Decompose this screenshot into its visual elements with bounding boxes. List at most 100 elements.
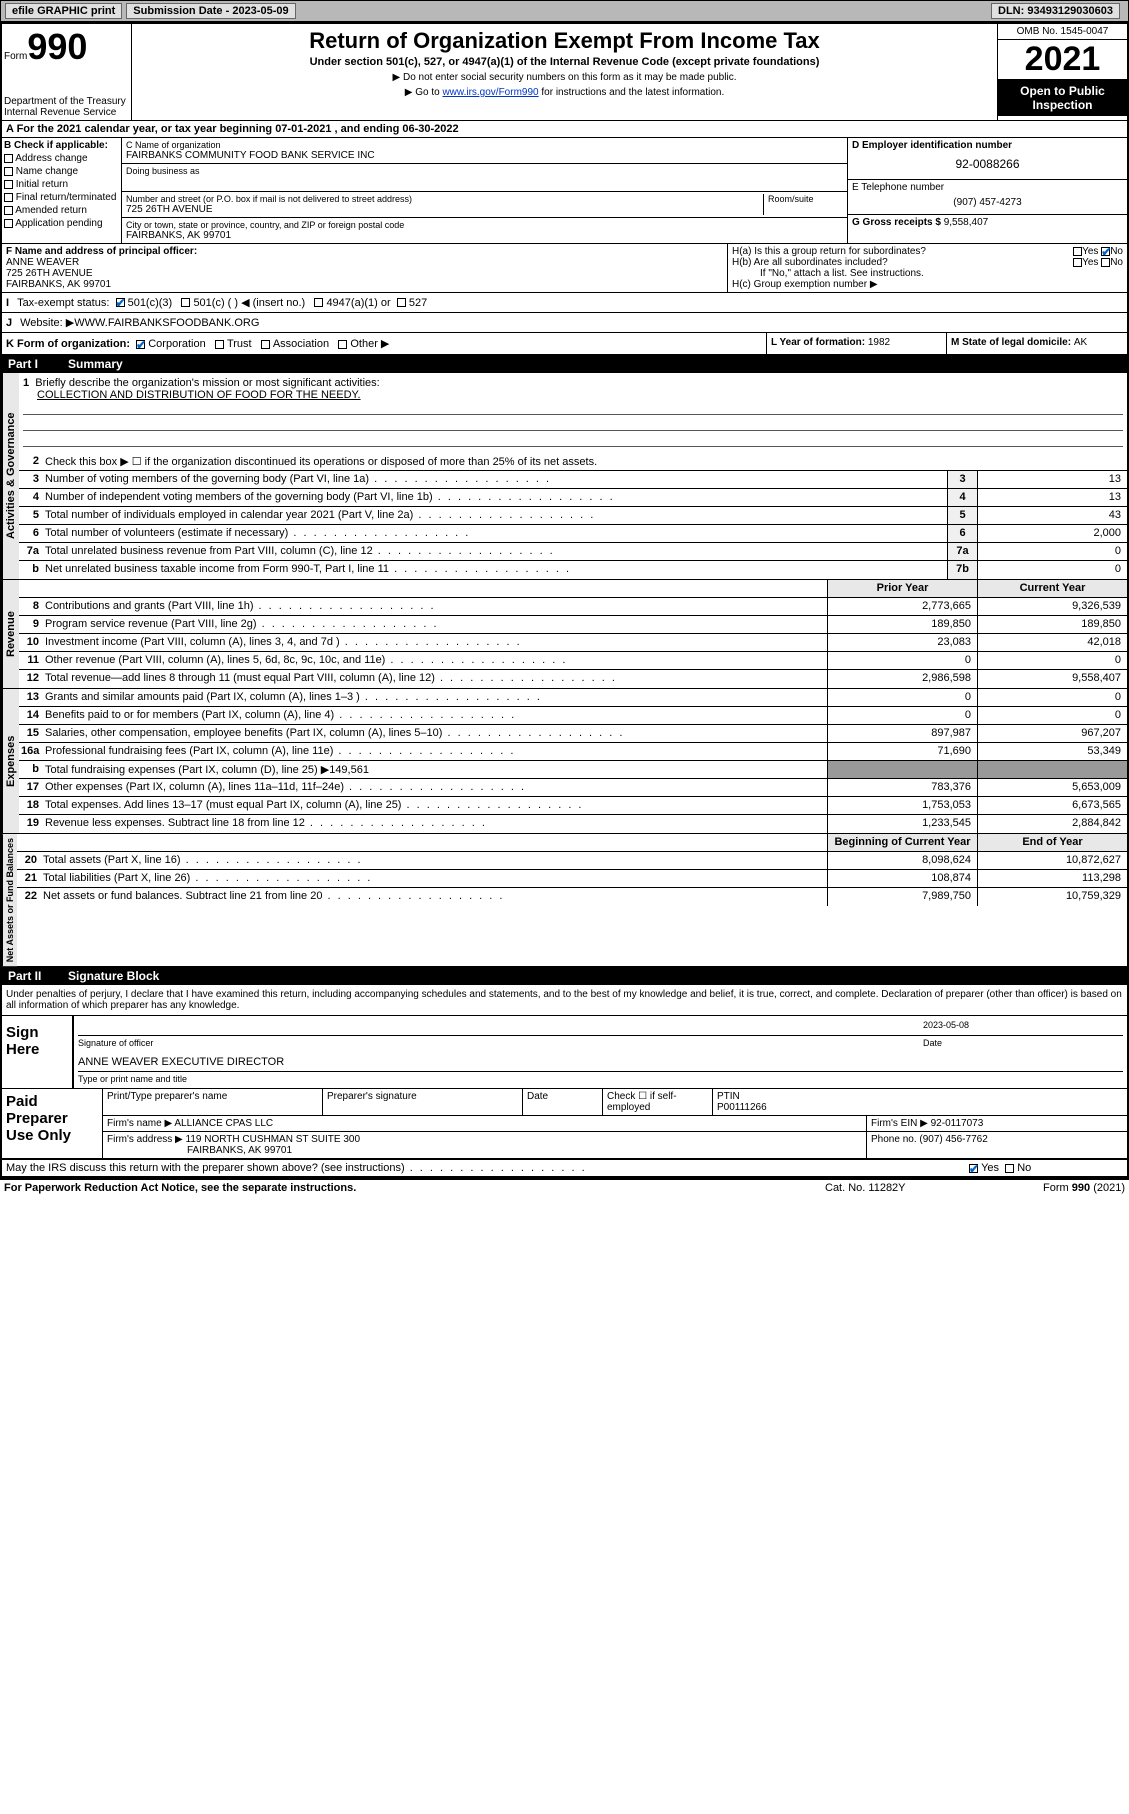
net-line-20: 20 Total assets (Part X, line 16) 8,098,…	[17, 852, 1127, 870]
l1-desc: Briefly describe the organization's miss…	[35, 377, 379, 389]
hb-no[interactable]	[1101, 258, 1110, 267]
may-discuss-row: May the IRS discuss this return with the…	[2, 1160, 1127, 1178]
chk-address[interactable]	[4, 154, 13, 163]
year-formation: 1982	[868, 337, 890, 348]
sig-date-label: Date	[923, 1038, 1123, 1048]
efile-btn[interactable]: efile GRAPHIC print	[5, 3, 122, 19]
col-b-checkboxes: B Check if applicable: Address change Na…	[2, 138, 122, 243]
i-label: I	[6, 297, 9, 309]
street-address: 725 26TH AVENUE	[126, 204, 763, 215]
chk-527[interactable]	[397, 298, 406, 307]
section-net-assets: Net Assets or Fund Balances Beginning of…	[2, 834, 1127, 967]
officer-addr2: FAIRBANKS, AK 99701	[6, 279, 723, 290]
firm-addr1: 119 NORTH CUSHMAN ST SUITE 300	[186, 1134, 361, 1145]
rev-line-9: 9 Program service revenue (Part VIII, li…	[19, 616, 1127, 634]
row-klm: K Form of organization: Corporation Trus…	[2, 333, 1127, 355]
sig-intro: Under penalties of perjury, I declare th…	[2, 985, 1127, 1016]
chk-final[interactable]	[4, 193, 13, 202]
sig-date: 2023-05-08	[923, 1020, 1123, 1035]
rev-header-row: Prior Year Current Year	[19, 580, 1127, 598]
ha-no[interactable]	[1101, 247, 1110, 256]
chk-assoc[interactable]	[261, 340, 270, 349]
prep-sig-header: Preparer's signature	[323, 1089, 523, 1115]
section-expenses: Expenses 13 Grants and similar amounts p…	[2, 689, 1127, 834]
col-c: C Name of organization FAIRBANKS COMMUNI…	[122, 138, 847, 243]
state-domicile: AK	[1074, 337, 1087, 348]
exp-line-19: 19 Revenue less expenses. Subtract line …	[19, 815, 1127, 833]
firm-ein: 92-0117073	[931, 1118, 984, 1129]
net-line-22: 22 Net assets or fund balances. Subtract…	[17, 888, 1127, 906]
part-ii-header: Part IISignature Block	[2, 967, 1127, 985]
exp-line-17: 17 Other expenses (Part IX, column (A), …	[19, 779, 1127, 797]
exp-line-13: 13 Grants and similar amounts paid (Part…	[19, 689, 1127, 707]
chk-amended[interactable]	[4, 206, 13, 215]
end-year-header: End of Year	[977, 834, 1127, 851]
exp-line-18: 18 Total expenses. Add lines 13–17 (must…	[19, 797, 1127, 815]
type-name-label: Type or print name and title	[78, 1074, 1123, 1084]
chk-other[interactable]	[338, 340, 347, 349]
sign-here-label: Sign Here	[2, 1016, 72, 1088]
gov-line-4: 4 Number of independent voting members o…	[19, 489, 1127, 507]
hb-note: If "No," attach a list. See instructions…	[732, 268, 1123, 279]
firm-phone: (907) 456-7762	[919, 1134, 987, 1145]
chk-corp[interactable]	[136, 340, 145, 349]
may-discuss-text: May the IRS discuss this return with the…	[6, 1162, 405, 1174]
k-label: K Form of organization:	[6, 338, 130, 350]
e-label: E Telephone number	[852, 182, 1123, 193]
prep-selfemp: Check ☐ if self-employed	[603, 1089, 713, 1115]
officer-name: ANNE WEAVER	[6, 257, 723, 268]
tax-year: 2021	[998, 40, 1127, 80]
part-i-header: Part ISummary	[2, 355, 1127, 373]
chk-trust[interactable]	[215, 340, 224, 349]
may-yes[interactable]	[969, 1164, 978, 1173]
ein-value: 92-0088266	[852, 151, 1123, 177]
room-label: Room/suite	[768, 194, 814, 204]
chk-501c3[interactable]	[116, 298, 125, 307]
footer-right: Form 990 (2021)	[975, 1182, 1125, 1194]
phone-value: (907) 457-4273	[852, 193, 1123, 212]
omb-number: OMB No. 1545-0047	[998, 24, 1127, 40]
chk-pending[interactable]	[4, 219, 13, 228]
section-f-h: F Name and address of principal officer:…	[2, 244, 1127, 293]
chk-name[interactable]	[4, 167, 13, 176]
note-ssn: ▶ Do not enter social security numbers o…	[136, 72, 993, 83]
preparer-row: Paid Preparer Use Only Print/Type prepar…	[2, 1089, 1127, 1160]
chk-initial[interactable]	[4, 180, 13, 189]
current-year-header: Current Year	[977, 580, 1127, 597]
chk-4947[interactable]	[314, 298, 323, 307]
firm-addr2: FAIRBANKS, AK 99701	[107, 1145, 292, 1156]
exp-line-14: 14 Benefits paid to or for members (Part…	[19, 707, 1127, 725]
row-i: I Tax-exempt status: 501(c)(3) 501(c) ( …	[2, 293, 1127, 313]
section-b-to-g: B Check if applicable: Address change Na…	[2, 138, 1127, 244]
c-name-label: C Name of organization	[126, 140, 843, 150]
col-m: M State of legal domicile: AK	[947, 333, 1127, 354]
net-vert-label: Net Assets or Fund Balances	[2, 834, 17, 966]
org-name: FAIRBANKS COMMUNITY FOOD BANK SERVICE IN…	[126, 150, 843, 161]
irs-label: Internal Revenue Service	[4, 107, 129, 118]
tax-exempt-label: Tax-exempt status:	[17, 297, 109, 309]
hb-yes[interactable]	[1073, 258, 1082, 267]
irs-link[interactable]: www.irs.gov/Form990	[442, 87, 538, 98]
dept-treasury: Department of the Treasury	[4, 96, 129, 107]
hc-label: H(c) Group exemption number ▶	[732, 279, 1123, 290]
prep-date-header: Date	[523, 1089, 603, 1115]
ha-yes[interactable]	[1073, 247, 1082, 256]
col-h: H(a) Is this a group return for subordin…	[727, 244, 1127, 292]
section-governance: Activities & Governance 1 Briefly descri…	[2, 373, 1127, 580]
dln: DLN: 93493129030603	[991, 3, 1120, 19]
net-line-21: 21 Total liabilities (Part X, line 26) 1…	[17, 870, 1127, 888]
row-a-period: A For the 2021 calendar year, or tax yea…	[2, 121, 1127, 138]
chk-501c[interactable]	[181, 298, 190, 307]
gov-line-b: b Net unrelated business taxable income …	[19, 561, 1127, 579]
j-label: J	[6, 317, 12, 329]
f-label: F Name and address of principal officer:	[6, 246, 723, 257]
ptin-value: P00111266	[717, 1102, 767, 1113]
col-k: K Form of organization: Corporation Trus…	[2, 333, 767, 354]
may-no[interactable]	[1005, 1164, 1014, 1173]
exp-line-15: 15 Salaries, other compensation, employe…	[19, 725, 1127, 743]
begin-year-header: Beginning of Current Year	[827, 834, 977, 851]
addr-label: Number and street (or P.O. box if mail i…	[126, 194, 763, 204]
officer-printed-name: ANNE WEAVER EXECUTIVE DIRECTOR	[78, 1056, 284, 1071]
sig-officer-label: Signature of officer	[78, 1038, 923, 1048]
prior-year-header: Prior Year	[827, 580, 977, 597]
